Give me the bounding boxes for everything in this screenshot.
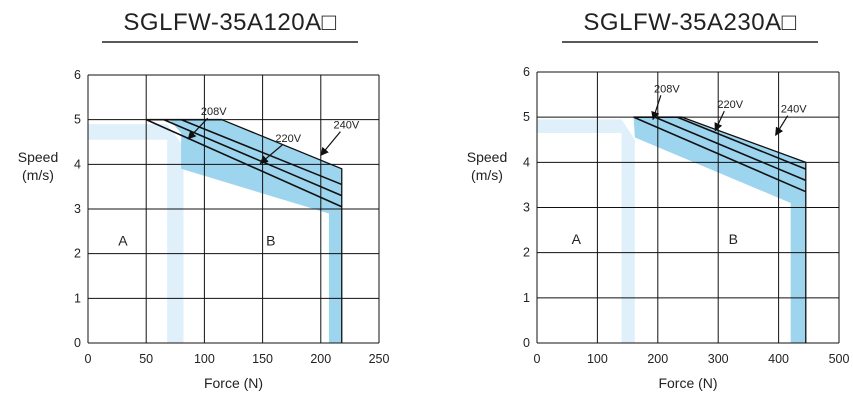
chart1-annotation-arrow: [320, 131, 341, 157]
chart2-y-axis-unit: (m/s): [471, 167, 503, 183]
chart2-x-tick-label: 0: [534, 352, 541, 366]
chart1-y-tick-label: 5: [74, 113, 81, 127]
chart2-region-label-a: A: [572, 231, 582, 247]
chart2-y-tick-label: 2: [523, 246, 530, 260]
chart1-x-tick-label: 0: [85, 352, 92, 366]
chart2-y-tick-label: 5: [523, 110, 530, 124]
chart1-region-label-a: A: [118, 232, 128, 248]
chart2-y-tick-label: 3: [523, 201, 530, 215]
chart1-y-axis-label: Speed: [18, 149, 58, 165]
chart2-title: SGLFW-35A230A□: [583, 9, 796, 36]
chart1-x-tick-label: 50: [139, 352, 153, 366]
chart1-x-tick-label: 250: [369, 352, 390, 366]
chart1-annotation-208v: 208V: [201, 106, 227, 118]
chart2-y-axis-label: Speed: [467, 149, 507, 165]
chart2-x-tick-label: 200: [647, 352, 668, 366]
chart2-region-a: [537, 119, 635, 343]
chart1-x-tick-label: 150: [252, 352, 273, 366]
chart2-annotation-arrow: [775, 115, 789, 136]
chart1-annotation-240v: 240V: [334, 120, 360, 132]
chart1-x-tick-label: 200: [310, 352, 331, 366]
chart2-x-axis-label: Force (N): [658, 375, 717, 391]
chart1-x-axis-label: Force (N): [204, 375, 263, 391]
chart2-annotation-arrow: [651, 95, 662, 121]
chart1-title: SGLFW-35A120A□: [123, 9, 336, 36]
chart2-y-tick-label: 6: [523, 65, 530, 79]
chart1-annotation-arrow: [259, 144, 283, 164]
chart2-series-220v: [654, 116, 807, 182]
chart2-series-240v: [676, 116, 807, 170]
chart1-y-tick-label: 1: [74, 291, 81, 305]
chart2-series-208v: [633, 116, 807, 193]
chart1-region-b-outline: [221, 119, 343, 343]
chart2-y-tick-label: 0: [523, 336, 530, 350]
chart2-x-tick-label: 100: [587, 352, 608, 366]
chart2-region-b: [633, 117, 806, 344]
chart2-annotation-220v: 220V: [717, 99, 743, 111]
chart1-annotation-220v: 220V: [275, 133, 301, 145]
chart1-y-tick-label: 6: [74, 68, 81, 82]
chart2-y-tick-label: 1: [523, 291, 530, 305]
chart1-region-label-b: B: [266, 232, 275, 248]
chart1-y-tick-label: 3: [74, 202, 81, 216]
chart1-y-tick-label: 4: [74, 157, 81, 171]
chart1-series-240v: [180, 118, 343, 186]
chart2-annotation-240v: 240V: [781, 104, 807, 116]
chart1-region-a: [88, 124, 184, 343]
chart2-x-tick-label: 400: [768, 352, 789, 366]
chart1-y-tick-label: 2: [74, 247, 81, 261]
chart2-region-label-b: B: [729, 231, 738, 247]
chart2-x-tick-label: 300: [708, 352, 729, 366]
chart1-y-tick-label: 0: [74, 336, 81, 350]
chart1-region-b: [169, 119, 342, 344]
chart2-annotation-208v: 208V: [654, 83, 680, 95]
chart1-series-208v: [145, 118, 343, 208]
chart2-y-tick-label: 4: [523, 155, 530, 169]
chart2-x-tick-label: 500: [829, 352, 850, 366]
chart1-x-tick-label: 100: [194, 352, 215, 366]
chart2-region-b-outline: [681, 116, 807, 343]
chart2-annotation-arrow: [714, 110, 725, 132]
chart1-y-axis-unit: (m/s): [22, 167, 54, 183]
chart1-annotation-arrow: [187, 117, 209, 140]
